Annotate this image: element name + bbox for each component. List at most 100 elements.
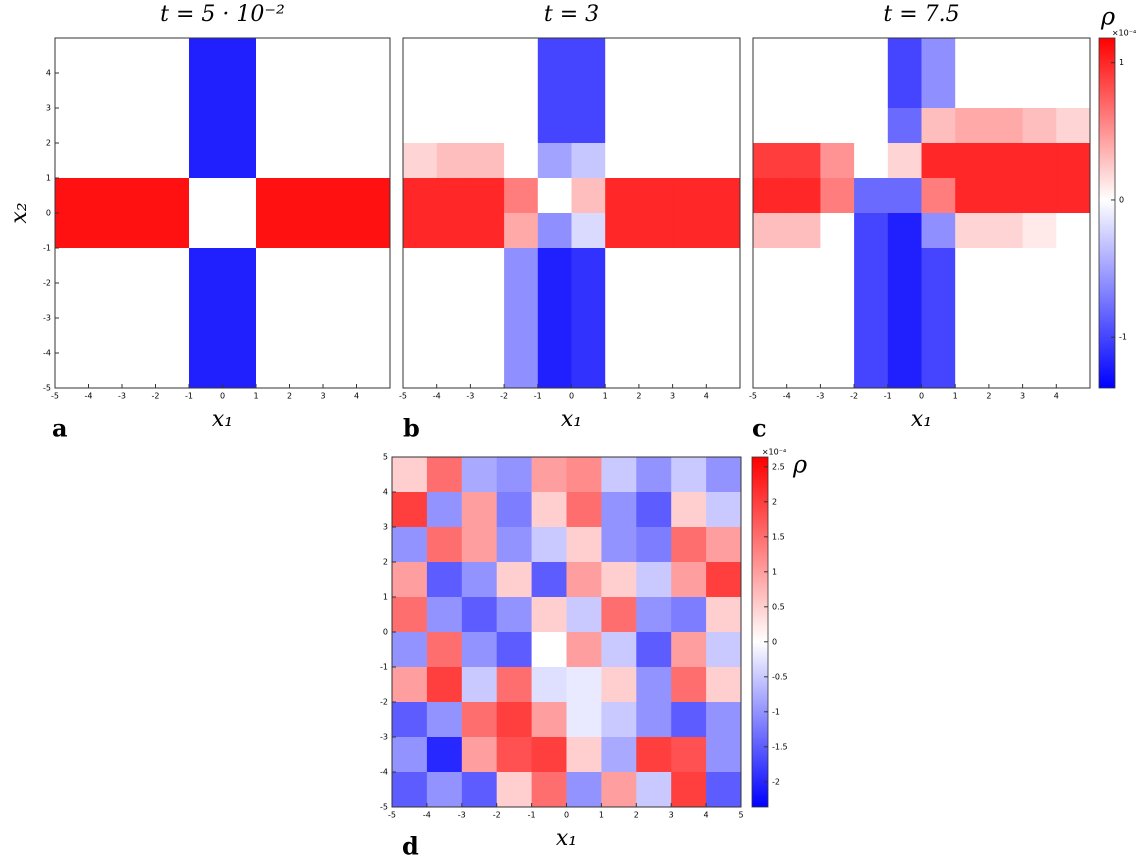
cell: [706, 178, 741, 214]
cell: [222, 283, 257, 319]
y-tick-label: 5: [383, 453, 388, 462]
y-tick-label: 0: [383, 628, 388, 637]
panel-label: b: [403, 414, 420, 443]
cell: [289, 178, 324, 214]
cell: [854, 213, 889, 249]
cell: [820, 283, 855, 319]
cell: [323, 353, 357, 389]
cell: [820, 248, 855, 284]
x-tick-label: 0: [569, 392, 574, 401]
x-tick-label: -1: [528, 811, 536, 820]
cell: [426, 772, 463, 808]
cell: [55, 318, 89, 354]
panel-title: t = 5 · 10⁻²: [160, 2, 285, 27]
cell: [955, 38, 990, 74]
cell: [636, 632, 672, 668]
x-tick-label: 1: [603, 392, 608, 401]
cell: [955, 213, 990, 249]
cell: [392, 772, 428, 808]
cell: [706, 737, 742, 773]
cell: [436, 353, 471, 389]
cell: [638, 73, 674, 109]
cell: [605, 213, 640, 249]
x-tick-label: -4: [433, 392, 441, 401]
cell: [706, 73, 741, 109]
cell: [753, 73, 788, 109]
cell: [461, 632, 498, 668]
cell: [636, 737, 672, 773]
cell: [601, 527, 637, 563]
cell: [189, 213, 223, 249]
cell: [1056, 143, 1091, 179]
cell: [155, 213, 190, 249]
x-tick-label: -2: [493, 811, 501, 820]
cell: [854, 248, 889, 284]
y-tick-label: -5: [43, 384, 51, 393]
cell: [638, 108, 674, 144]
cell: [323, 213, 357, 249]
cell: [356, 73, 391, 109]
cell: [1022, 108, 1057, 144]
cell: [289, 283, 324, 319]
colorbar-tick-label: 0: [1119, 195, 1124, 204]
x-tick-label: 3: [1020, 392, 1025, 401]
cell: [403, 248, 438, 284]
cell: [461, 667, 498, 703]
cell: [323, 143, 357, 179]
cell: [55, 213, 89, 249]
cell: [1056, 38, 1091, 74]
cell: [988, 143, 1024, 179]
cell: [256, 73, 290, 109]
cell: [189, 178, 223, 214]
x-tick-label: 1: [953, 392, 958, 401]
cell: [155, 248, 190, 284]
cell: [426, 527, 463, 563]
cell: [122, 73, 156, 109]
cell: [571, 73, 606, 109]
cell: [988, 178, 1024, 214]
cell: [222, 108, 257, 144]
cell: [605, 143, 640, 179]
cell: [1022, 178, 1057, 214]
cell: [256, 213, 290, 249]
cell: [122, 178, 156, 214]
cell: [921, 108, 956, 144]
colorbar-tick-label: -0.5: [772, 672, 788, 681]
cell: [222, 248, 257, 284]
cell: [155, 38, 190, 74]
cell: [566, 702, 602, 738]
cell: [636, 457, 672, 493]
cell: [854, 178, 889, 214]
cell: [155, 318, 190, 354]
cell: [289, 318, 324, 354]
cell: [636, 562, 672, 598]
cell: [753, 108, 788, 144]
cell: [461, 772, 498, 808]
cell: [426, 597, 463, 633]
x-tick-label: -3: [458, 811, 466, 820]
cell: [638, 353, 674, 389]
cell: [470, 353, 505, 389]
cell: [504, 353, 539, 389]
cell: [921, 353, 956, 389]
cell: [461, 737, 498, 773]
cell: [921, 178, 956, 214]
cell: [887, 73, 922, 109]
cell: [820, 73, 855, 109]
cell: [122, 318, 156, 354]
x-tick-label: -1: [534, 392, 542, 401]
cell: [1022, 38, 1057, 74]
cell: [955, 108, 990, 144]
cell: [672, 178, 707, 214]
cell: [571, 248, 606, 284]
cell: [601, 667, 637, 703]
cell: [820, 143, 855, 179]
x-tick-label: -1: [185, 392, 193, 401]
x-tick-label: -5: [399, 392, 407, 401]
cell: [638, 283, 674, 319]
cell: [537, 178, 572, 214]
y-tick-label: 2: [383, 558, 388, 567]
cell: [461, 702, 498, 738]
cell: [638, 38, 674, 74]
cell: [601, 702, 637, 738]
